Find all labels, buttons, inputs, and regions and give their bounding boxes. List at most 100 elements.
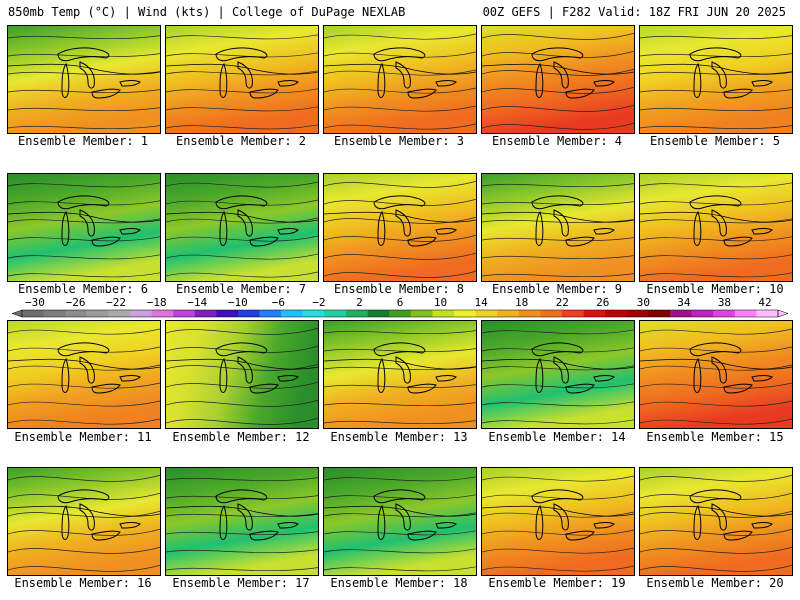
height-contour	[166, 363, 318, 371]
height-contour	[482, 529, 634, 536]
height-contour	[166, 217, 318, 224]
height-contour	[8, 546, 160, 554]
height-contour	[8, 328, 160, 335]
temperature-map	[166, 26, 318, 133]
scale-tick-label: 42	[758, 296, 772, 309]
height-contour	[8, 346, 160, 353]
height-contour	[8, 510, 160, 518]
height-contour	[640, 218, 792, 224]
height-contour	[482, 273, 634, 278]
ensemble-member-label: Ensemble Member: 7	[175, 282, 307, 296]
ensemble-member-map	[323, 173, 477, 282]
height-contour	[324, 87, 476, 94]
height-contour	[640, 400, 792, 407]
height-contour	[8, 382, 160, 389]
state-border	[640, 63, 792, 75]
scale-swatch	[583, 310, 606, 317]
great-lakes-outline	[531, 195, 615, 247]
height-contour	[640, 418, 792, 425]
temperature-fill	[8, 174, 160, 281]
temperature-fill	[640, 321, 792, 428]
temperature-fill	[8, 468, 160, 575]
temperature-fill	[324, 321, 476, 428]
height-contour	[482, 511, 634, 518]
scale-swatch	[389, 310, 412, 317]
ensemble-member-map	[481, 173, 635, 282]
ensemble-member-map	[481, 25, 635, 134]
scale-tick-label: −14	[187, 296, 208, 309]
height-contour	[640, 328, 792, 335]
scale-swatch	[346, 310, 368, 317]
ensemble-member-label: Ensemble Member: 3	[333, 134, 465, 148]
great-lakes-outline	[57, 47, 141, 99]
height-contour	[8, 125, 160, 130]
temperature-fill	[324, 468, 476, 575]
height-contour	[482, 183, 634, 188]
temperature-map	[640, 174, 792, 281]
height-contour	[640, 125, 792, 130]
scale-swatch	[173, 310, 196, 317]
scale-tick-label: −30	[25, 296, 45, 309]
height-contour	[8, 200, 160, 206]
ensemble-member-label: Ensemble Member: 17	[172, 576, 310, 590]
great-lakes-outline	[689, 195, 773, 247]
height-contour	[166, 52, 318, 58]
temperature-fill	[324, 26, 476, 133]
great-lakes-outline	[689, 47, 773, 99]
height-contour	[640, 236, 792, 242]
height-contour	[324, 216, 476, 224]
height-contour	[640, 53, 792, 58]
scale-swatch	[238, 310, 260, 317]
height-contour	[8, 254, 160, 260]
state-border	[324, 505, 476, 517]
ensemble-member-map	[7, 25, 161, 134]
ensemble-member-map	[639, 25, 793, 134]
height-contour	[482, 68, 634, 76]
temperature-map	[8, 321, 160, 428]
scale-tick-label: 6	[396, 296, 404, 309]
temperature-fill	[166, 26, 318, 133]
ensemble-member-map	[7, 173, 161, 282]
height-contour	[8, 364, 160, 371]
height-contour	[482, 237, 634, 242]
height-contour	[640, 546, 792, 554]
great-lakes-outline	[373, 489, 457, 541]
height-contour	[166, 477, 318, 482]
height-contour	[482, 565, 634, 572]
height-contour	[324, 384, 476, 389]
scale-swatch	[605, 310, 628, 317]
height-contour	[166, 345, 318, 353]
ensemble-member-label: Ensemble Member: 4	[491, 134, 623, 148]
height-contour	[166, 235, 318, 242]
state-border	[8, 211, 160, 223]
height-contour	[482, 347, 634, 353]
scale-tick-label: 30	[636, 296, 650, 309]
great-lakes-outline	[689, 342, 773, 394]
ensemble-member-map	[323, 320, 477, 429]
temperature-map	[482, 174, 634, 281]
ensemble-member-map	[165, 320, 319, 429]
temperature-map	[482, 26, 634, 133]
temperature-map	[166, 321, 318, 428]
scale-tick-label: −10	[227, 296, 248, 309]
height-contour	[166, 271, 318, 278]
state-border	[482, 505, 634, 517]
height-contour	[324, 476, 476, 482]
scale-swatch	[670, 310, 692, 317]
height-contour	[324, 33, 476, 40]
ensemble-member-map	[165, 173, 319, 282]
great-lakes-outline	[531, 342, 615, 394]
height-contour	[8, 528, 160, 536]
height-contour	[324, 180, 476, 188]
scale-tick-label: 26	[596, 296, 610, 309]
height-contour	[324, 123, 476, 130]
height-contour	[482, 401, 634, 407]
height-contour	[324, 252, 476, 260]
ensemble-member-label: Ensemble Member: 10	[646, 282, 784, 296]
height-contour	[166, 381, 318, 389]
great-lakes-outline	[215, 195, 299, 247]
ensemble-member-map	[481, 320, 635, 429]
temperature-fill	[166, 321, 318, 428]
ensemble-member-map	[323, 25, 477, 134]
great-lakes-outline	[373, 342, 457, 394]
